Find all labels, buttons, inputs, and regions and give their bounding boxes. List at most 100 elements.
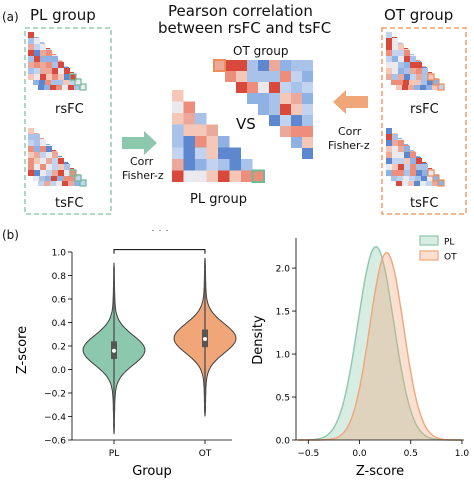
matrix-cell (416, 74, 422, 80)
matrix-cell (183, 101, 195, 113)
matrix-cell (398, 68, 404, 74)
matrix-cell (34, 38, 40, 44)
matrix-highlight-cell (74, 174, 82, 182)
matrix-cell (427, 175, 433, 181)
matrix-cell (392, 44, 398, 50)
matrix-cell (302, 115, 313, 126)
center-ot-label: OT group (233, 44, 289, 58)
center-pl-triangle-matrix (172, 90, 265, 183)
matrix-cell (410, 158, 416, 164)
ot-rsfc-matrix-stack (386, 32, 445, 91)
violin-x-label: Group (132, 464, 172, 479)
matrix-cell (410, 164, 416, 170)
matrix-cell (80, 84, 86, 90)
matrix-cell (40, 56, 46, 62)
matrix-cell (392, 50, 398, 56)
matrix-cell (38, 84, 44, 90)
matrix-cell (46, 62, 52, 68)
matrix-cell (410, 56, 416, 62)
matrix-cell (28, 44, 34, 50)
matrix-cell (52, 74, 58, 80)
matrix-cell (386, 152, 392, 158)
matrix-cell (51, 175, 57, 181)
density-x-tick-label: 0.0 (352, 449, 367, 459)
matrix-cell (195, 159, 207, 171)
matrix-cell (410, 68, 416, 74)
matrix-cell (28, 134, 34, 140)
matrix-cell (269, 115, 280, 126)
matrix-cell (206, 136, 218, 148)
matrix-cell (229, 159, 241, 171)
violin-y-tick-label: −0.4 (44, 413, 66, 423)
matrix-cell (206, 159, 218, 171)
matrix-cell (40, 44, 46, 50)
panel-a-diagram (24, 27, 467, 215)
violin-x-tick-label: PL (109, 449, 119, 459)
violin-y-tick-label: 0.4 (52, 319, 67, 329)
matrix-cell (386, 128, 392, 134)
matrix-cell (410, 74, 416, 80)
matrix-cell (40, 50, 46, 56)
matrix-cell (28, 170, 34, 176)
center-ot-triangle-matrix (213, 59, 313, 159)
right-arrow (333, 90, 368, 114)
matrix-cell (218, 159, 230, 171)
matrix-cell (402, 84, 408, 90)
matrix-cell (52, 158, 58, 164)
matrix-cell (172, 136, 184, 148)
matrix-cell (258, 93, 269, 104)
matrix-cell (258, 60, 269, 71)
matrix-cell (415, 175, 421, 181)
matrix-cell (214, 60, 225, 71)
legend-swatch-pl (419, 235, 439, 246)
matrix-cell (28, 74, 34, 80)
matrix-cell (64, 68, 70, 74)
matrix-cell (421, 175, 427, 181)
matrix-cell (247, 82, 258, 93)
matrix-cell (415, 79, 421, 85)
matrix-cell (269, 82, 280, 93)
density-chart: 0.0 0.5 1.0 1.5 2.0 −0.5 0.0 0.5 1.0 Z-score Densi… (251, 235, 469, 479)
violin-x-tick-label: OT (199, 449, 212, 459)
matrix-cell (386, 62, 392, 68)
matrix-cell (247, 60, 258, 71)
panel-a-label: (a) (2, 10, 19, 24)
matrix-cell (398, 50, 404, 56)
matrix-cell (416, 170, 422, 176)
matrix-cell (402, 180, 408, 186)
matrix-cell (438, 180, 444, 186)
matrix-cell (269, 71, 280, 82)
ot-rsfc-label: rsFC (410, 102, 439, 117)
matrix-cell (392, 164, 398, 170)
matrix-cell (52, 170, 58, 176)
matrix-highlight-cell (79, 179, 87, 187)
matrix-cell (386, 74, 392, 80)
matrix-cell (40, 68, 46, 74)
matrix-cell (236, 71, 247, 82)
matrix-cell (422, 164, 428, 170)
matrix-cell (404, 68, 410, 74)
matrix-highlight-cell (69, 169, 77, 177)
matrix-cell (33, 175, 39, 181)
matrix-cell (280, 126, 291, 137)
panel-b-charts: −0.6 −0.4 −0.2 0.0 0.2 0.4 0.6 0.8 1.0 PL OT *** Gro… (15, 230, 469, 479)
matrix-cell (206, 147, 218, 159)
matrix-cell (46, 74, 52, 80)
matrix-cell (45, 79, 51, 85)
left-arrow (122, 131, 157, 155)
matrix-cell (392, 56, 398, 62)
matrix-cell (392, 38, 398, 44)
matrix-highlight-cell (427, 73, 435, 81)
pl-group-box (24, 27, 112, 215)
matrix-cell (69, 175, 75, 181)
matrix-cell (404, 164, 410, 170)
matrix-cell (404, 50, 410, 56)
matrix-cell (386, 44, 392, 50)
matrix-cell (33, 79, 39, 85)
density-y-label: Density (251, 315, 266, 365)
matrix-cell (68, 84, 74, 90)
matrix-cell (421, 79, 427, 85)
matrix-cell (172, 124, 184, 136)
matrix-cell (302, 137, 313, 148)
matrix-cell (397, 175, 403, 181)
